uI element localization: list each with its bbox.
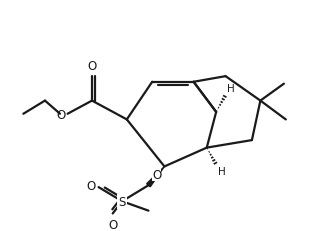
Text: H: H [218, 167, 226, 177]
Text: O: O [56, 109, 66, 122]
Text: H: H [227, 84, 235, 94]
Text: S: S [118, 195, 126, 208]
Text: O: O [152, 169, 161, 182]
Text: O: O [86, 179, 96, 192]
Text: O: O [87, 60, 97, 73]
Polygon shape [147, 167, 165, 187]
Text: O: O [108, 218, 117, 231]
